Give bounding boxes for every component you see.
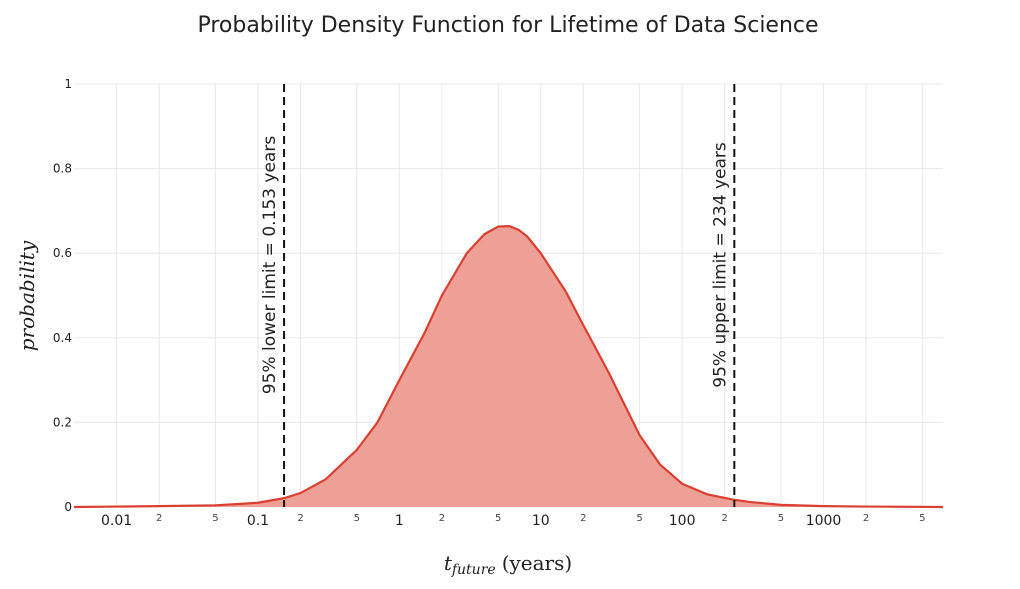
x-tick-layer: 0.01 0.1 1 10 100 1000 2 5 2 5 2 5 2 5 2 5 2 5 [101,513,926,529]
x-minor-tick-label: 5 [212,513,218,524]
y-tick-label: 0.8 [53,162,72,176]
x-tick-label: 1000 [806,513,842,529]
y-tick-label: 0.4 [53,331,72,345]
x-minor-tick-label: 2 [721,513,727,524]
x-minor-tick-label: 5 [778,513,784,524]
x-axis-label-main: t [444,551,453,575]
upper-limit-label: 95% upper limit = 234 years [710,142,730,388]
x-axis-label: tfuture (years) [444,551,572,578]
y-tick-label: 0.6 [53,246,72,260]
x-minor-tick-label: 2 [863,513,869,524]
x-tick-label: 10 [532,513,550,529]
x-minor-tick-label: 2 [297,513,303,524]
x-minor-tick-label: 5 [919,513,925,524]
x-tick-label: 100 [669,513,696,529]
x-axis-label-sub: future [451,562,496,578]
grid-layer [74,83,943,507]
y-tick-label: 1 [64,77,72,91]
chart-title: Probability Density Function for Lifetim… [197,13,818,38]
area-layer [73,225,944,509]
x-minor-tick-label: 5 [636,513,642,524]
density-line [73,225,944,509]
y-tick-label: 0 [64,500,72,514]
x-tick-label: 0.1 [247,513,269,529]
x-minor-tick-label: 5 [354,513,360,524]
x-minor-tick-label: 2 [156,513,162,524]
x-minor-tick-label: 5 [495,513,501,524]
x-axis-label-unit: (years) [502,551,573,575]
x-tick-label: 1 [395,513,404,529]
x-minor-tick-label: 2 [439,513,445,524]
lower-limit-label: 95% lower limit = 0.153 years [260,136,280,395]
y-tick-label: 0.2 [53,415,72,429]
x-tick-label: 0.01 [101,513,132,529]
y-axis-label: probability [15,240,39,351]
density-area-fill [74,226,943,507]
x-minor-tick-label: 2 [580,513,586,524]
vline-layer: 95% lower limit = 0.153 years 95% upper l… [260,84,736,507]
y-tick-layer: 0 0.2 0.4 0.6 0.8 1 [53,77,72,514]
